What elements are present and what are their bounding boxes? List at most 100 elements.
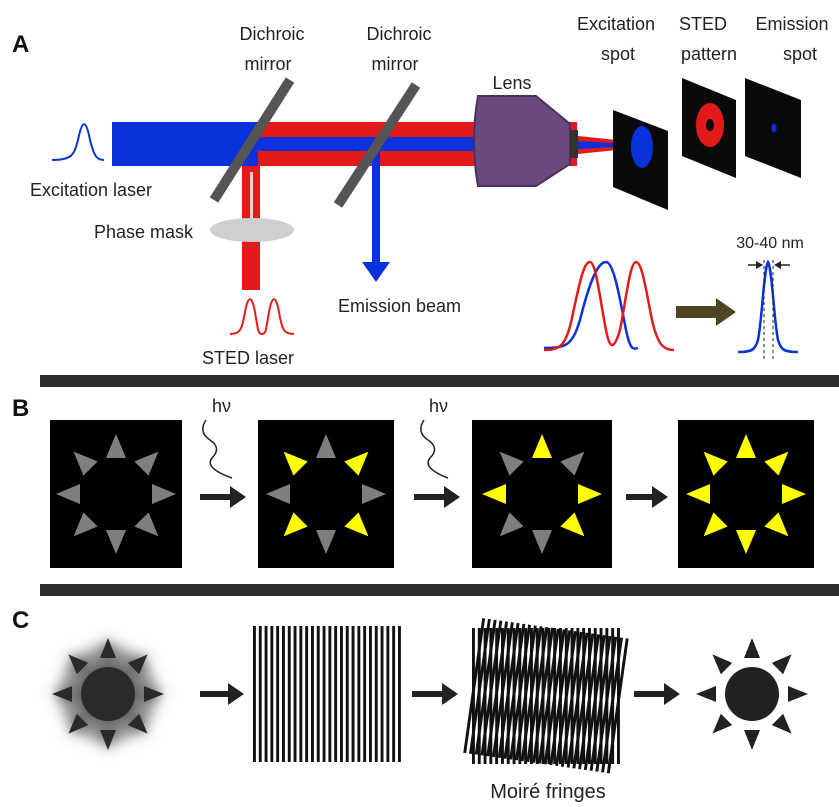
fluorophore-triangle (283, 451, 308, 476)
grating-line (322, 626, 326, 762)
grating-line (345, 626, 349, 762)
grating-line (369, 626, 372, 762)
emission-arrow-head (362, 262, 390, 282)
fluorophore-triangle (764, 451, 789, 476)
moire-grating-line-b (566, 632, 589, 768)
sample-core (52, 638, 164, 750)
process-arrow-head-3 (664, 683, 680, 705)
transition-arrow-head-2 (444, 486, 460, 508)
excitation-laser-label: Excitation laser (30, 180, 152, 200)
moire-grating-line-b (601, 637, 623, 773)
panel-label-b: B (12, 395, 29, 422)
fluorophore-triangle (316, 530, 336, 554)
grating-line (282, 626, 285, 762)
lens-label: Lens (492, 73, 531, 93)
grating-line (270, 626, 274, 762)
excitation-spot-label-line2: spot (601, 44, 635, 64)
fluorophore-triangle (578, 484, 602, 504)
narrow-psf-curve (737, 259, 799, 354)
grating-line (334, 626, 338, 762)
moire-grating-line-b (572, 633, 595, 769)
moire-grating-line-b (537, 628, 560, 764)
grating-line (351, 626, 355, 762)
fluorophore-triangle (686, 484, 710, 504)
fluorophore-triangle (106, 434, 126, 458)
sted-psf-curve (543, 260, 675, 352)
fwhm-arrowhead-right (774, 261, 781, 269)
grating-line (276, 626, 280, 762)
grating-line (380, 626, 384, 762)
fluorophore-triangle (782, 484, 806, 504)
excitation-beam (112, 122, 258, 166)
moire-grating-line-b (589, 635, 612, 771)
grating-line (253, 626, 256, 762)
grating-line (287, 626, 291, 762)
moire-grating-line-b (520, 626, 543, 762)
panel-label-a: A (12, 31, 29, 58)
sun-ray (127, 713, 148, 734)
process-arrow-head-1 (228, 683, 244, 705)
fluorophore-triangle (532, 434, 552, 458)
fluorophore-triangle (764, 512, 789, 537)
sted-laser-label: STED laser (202, 348, 294, 368)
transition-arrow-shaft-1 (200, 494, 232, 500)
moire-grating-line-b (514, 625, 537, 761)
emission-spot (771, 123, 777, 133)
grating-line (316, 626, 320, 762)
grating-line (386, 626, 390, 762)
dichroic-mirror-2 (333, 82, 421, 208)
sted-pattern-label-line2: pattern (681, 44, 737, 64)
moire-grating-line-b (480, 620, 503, 756)
fluorophore-triangle (344, 451, 369, 476)
reconstructed-sample (696, 638, 808, 750)
sun-ray (788, 686, 808, 702)
grating-line (305, 626, 309, 762)
sun-ray (68, 654, 89, 675)
dichroic-mirror-1 (209, 77, 295, 203)
moire-grating-line-b (560, 631, 583, 767)
process-arrow-shaft-2 (412, 691, 444, 697)
grating-line (299, 626, 303, 762)
fluorophore-triangle (73, 451, 98, 476)
fluorophore-triangle (703, 512, 728, 537)
dichroic-mirror-1-label-line2: mirror (245, 54, 292, 74)
moire-grating-line-b (509, 624, 532, 760)
sun-ray (68, 713, 89, 734)
process-arrow-shaft-3 (634, 691, 666, 697)
beam-highlight (250, 172, 253, 232)
sun-ray (144, 686, 164, 702)
moire-grating-line-b (526, 626, 549, 763)
fluorophore-triangle (134, 512, 159, 537)
lens-tip (570, 130, 578, 158)
emission-beam-label: Emission beam (338, 296, 461, 316)
transition-arrow-head-1 (230, 486, 246, 508)
dichroic-mirror-1-label-line1: Dichroic (239, 24, 304, 44)
moire-grating-line-b (532, 627, 554, 763)
sted-pattern-label-line1: STED (679, 14, 727, 34)
sun-ray (100, 638, 116, 658)
grating-line (398, 626, 401, 762)
moire-grating-line-b (463, 618, 486, 754)
fwhm-arrowhead-left (756, 261, 763, 269)
grating-line (293, 626, 297, 762)
sun-ray (696, 686, 716, 702)
grating-line (392, 626, 396, 762)
separator-b-c (40, 584, 839, 596)
fluorophore-triangle (56, 484, 80, 504)
moire-grating-line-b (606, 638, 629, 774)
grating-line (374, 626, 378, 762)
fluorophore-triangle (703, 451, 728, 476)
sun-ray (771, 654, 792, 675)
grating-line (258, 626, 262, 762)
sun-ray (744, 638, 760, 658)
moire-grating-line-b (549, 630, 572, 766)
grating-line (340, 626, 343, 762)
emission-spot-label-line2: spot (783, 44, 817, 64)
fluorophore-triangle (560, 451, 585, 476)
sun-ray (100, 730, 116, 750)
moire-grating-line-b (469, 618, 491, 754)
moire-grating-line-b (497, 622, 520, 759)
panel-label-c: C (12, 607, 29, 634)
